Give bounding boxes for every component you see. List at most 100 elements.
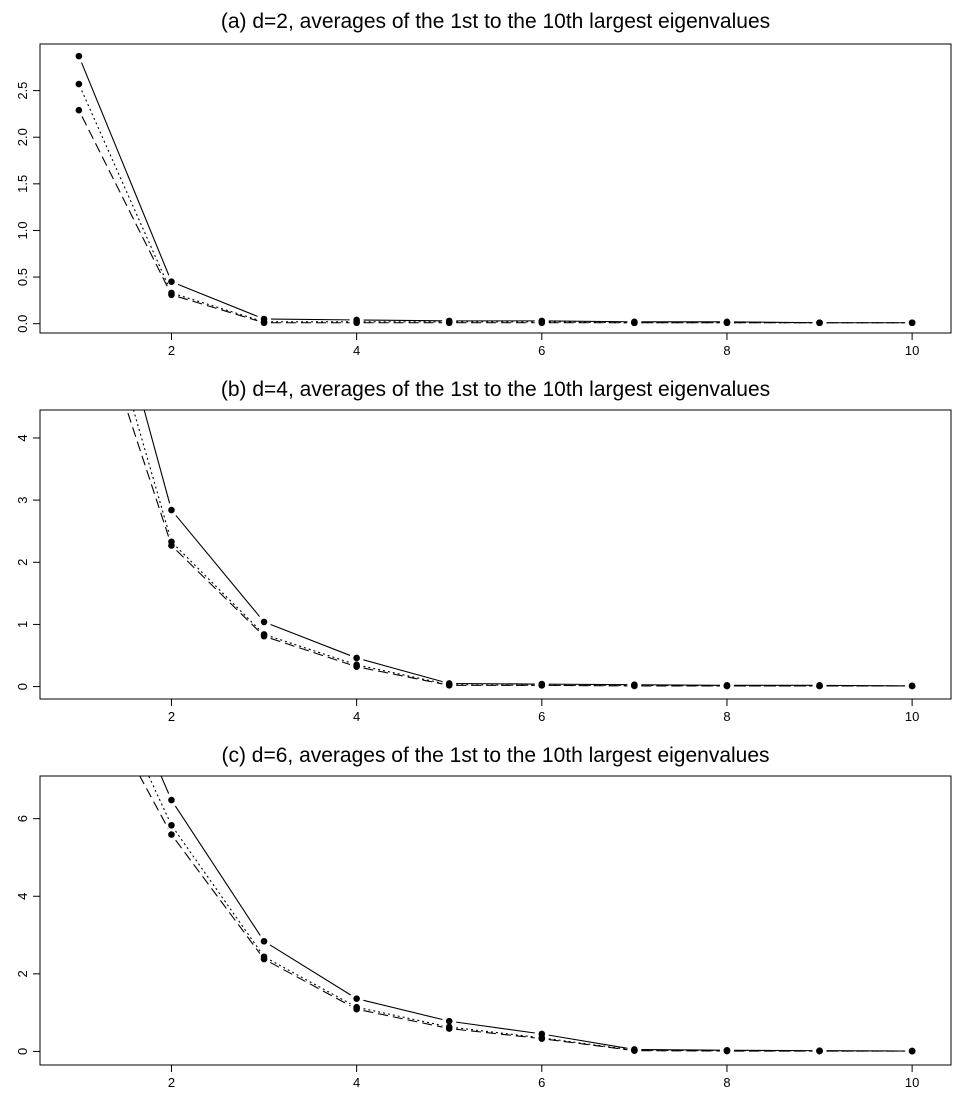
y-tick-label: 0.0: [15, 315, 30, 333]
series-dotted-segment: [270, 636, 351, 664]
series-solid-segment: [363, 659, 443, 683]
plot-frame: [39, 409, 952, 700]
x-tick-label: 4: [353, 343, 360, 358]
series-solid-point: [168, 506, 175, 514]
series-dashed-point: [445, 1025, 453, 1032]
series-solid-segment: [160, 776, 170, 794]
series-solid-segment: [271, 318, 350, 321]
series-dotted-segment: [81, 90, 170, 287]
series-solid-segment: [269, 944, 351, 996]
series-dashed-point: [631, 1047, 638, 1054]
y-tick-label: 1: [15, 621, 30, 628]
series-dotted-segment: [456, 1027, 535, 1038]
series-dashed-segment: [548, 684, 628, 687]
series-solid-point: [260, 618, 268, 626]
x-tick-label: 4: [353, 1075, 360, 1090]
y-tick-label: 4: [15, 893, 30, 900]
y-tick-label: 2: [15, 559, 30, 566]
y-tick-label: 2: [15, 970, 30, 977]
series-dashed-point: [816, 682, 823, 690]
y-tick-label: 2.0: [15, 128, 30, 146]
series-dotted-point: [76, 621, 83, 628]
series-dashed-point: [538, 1035, 546, 1042]
series-solid-segment: [456, 1021, 535, 1034]
series-dotted-segment: [148, 776, 170, 820]
series-dashed-point: [816, 319, 823, 327]
series-solid-segment: [81, 62, 170, 276]
y-tick-label: 0.5: [15, 268, 30, 286]
series-dashed-segment: [176, 549, 260, 632]
series-dashed-point: [631, 682, 638, 690]
series-dotted-point: [76, 217, 83, 224]
series-dashed-point: [75, 106, 83, 114]
x-tick-label: 2: [168, 1075, 175, 1090]
series-dashed-point: [908, 682, 916, 690]
series-dashed-segment: [363, 667, 443, 685]
series-dashed-point: [76, 660, 83, 667]
x-tick-label: 6: [538, 1075, 545, 1090]
series-solid-point: [168, 796, 175, 804]
plot-area: [76, 167, 916, 690]
series-dashed-segment: [548, 1038, 628, 1051]
x-tick-label: 6: [538, 343, 545, 358]
plot-frame: [39, 775, 952, 1066]
y-tick-label: 4: [15, 434, 30, 441]
chart-panel-2: (c) d=6, averages of the 1st to the 10th…: [15, 621, 952, 1090]
x-tick-label: 8: [723, 1075, 730, 1090]
panel-title: (c) d=6, averages of the 1st to the 10th…: [221, 744, 769, 767]
series-solid-segment: [456, 682, 535, 685]
series-dashed-point: [168, 542, 175, 549]
series-solid-point: [353, 654, 360, 662]
series-dashed-point: [631, 319, 638, 327]
series-dotted-segment: [269, 959, 351, 1005]
chart-panel-0: (a) d=2, averages of the 1st to the 10th…: [15, 10, 952, 358]
series-solid-point: [76, 167, 83, 174]
series-dashed-segment: [81, 116, 169, 289]
series-dashed-point: [353, 1005, 360, 1013]
series-dotted-segment: [132, 410, 171, 536]
chart-panel-1: (b) d=4, averages of the 1st to the 10th…: [15, 167, 952, 724]
panel-title: (b) d=4, averages of the 1st to the 10th…: [221, 378, 770, 401]
series-dashed-segment: [126, 410, 170, 540]
y-tick-label: 1.5: [15, 175, 30, 193]
series-solid-segment: [177, 283, 258, 317]
series-dashed-point: [538, 319, 546, 327]
series-dotted-segment: [363, 1008, 443, 1027]
series-dashed-point: [168, 291, 175, 299]
series-dotted-point: [75, 80, 83, 88]
series-solid-segment: [548, 320, 628, 323]
x-tick-label: 2: [168, 343, 175, 358]
series-solid-segment: [548, 1034, 628, 1049]
panel-title: (a) d=2, averages of the 1st to the 10th…: [221, 10, 770, 33]
series-solid-segment: [363, 319, 443, 322]
series-dashed-segment: [269, 961, 351, 1007]
series-solid-segment: [175, 515, 261, 617]
series-solid-segment: [270, 623, 351, 656]
x-tick-label: 8: [723, 343, 730, 358]
series-dashed-point: [816, 1047, 823, 1055]
y-tick-label: 0: [15, 683, 30, 690]
series-solid-segment: [143, 410, 171, 504]
series-dashed-segment: [175, 839, 261, 954]
series-dashed-point: [353, 319, 360, 327]
series-dotted-segment: [177, 294, 258, 321]
series-dashed-segment: [363, 1010, 443, 1028]
series-solid-point: [75, 52, 83, 60]
x-tick-label: 10: [905, 1075, 919, 1090]
series-dashed-point: [908, 319, 916, 327]
series-dashed-point: [445, 682, 453, 689]
series-dashed-point: [908, 1047, 916, 1055]
series-dashed-point: [168, 831, 175, 838]
series-dashed-segment: [139, 776, 169, 829]
series-dashed-point: [353, 663, 360, 670]
series-dashed-point: [538, 682, 546, 689]
y-tick-label: 2.5: [15, 82, 30, 100]
series-dashed-segment: [456, 1028, 535, 1039]
series-solid-segment: [174, 805, 261, 936]
series-dashed-segment: [270, 637, 351, 666]
x-tick-label: 10: [905, 343, 919, 358]
series-dotted-segment: [175, 830, 261, 952]
series-dashed-point: [445, 319, 453, 327]
plot-area: [75, 52, 916, 327]
